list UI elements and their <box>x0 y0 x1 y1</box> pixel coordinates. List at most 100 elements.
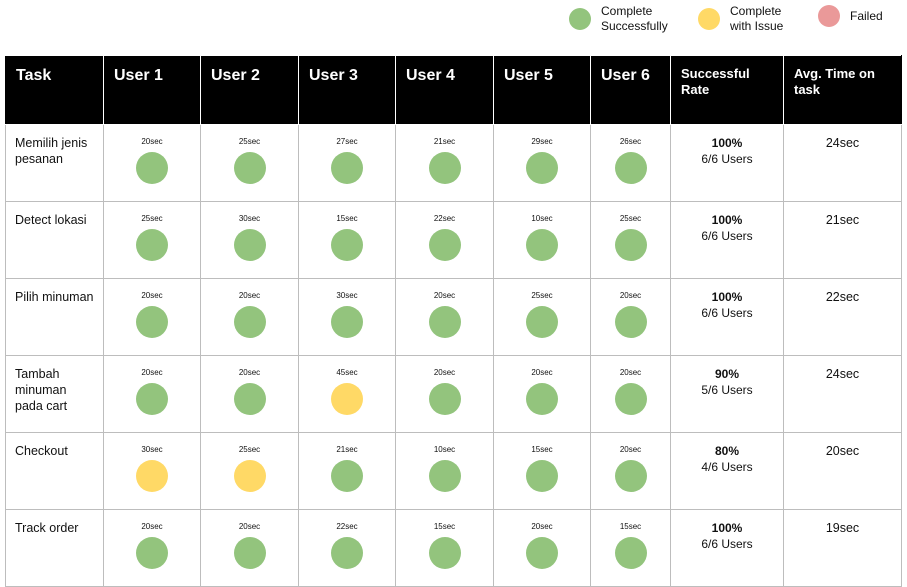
user-result-cell: 22sec <box>298 509 396 587</box>
task-name: Checkout <box>5 432 104 510</box>
status-success-dot-icon <box>331 152 363 184</box>
table-row: Detect lokasi 25sec 30sec 15sec 22sec 10sec 25… <box>5 201 902 279</box>
task-name: Tambah minuman pada cart <box>5 355 104 433</box>
status-success-dot-icon <box>614 537 647 569</box>
legend-success: Complete Successfully <box>569 4 668 34</box>
avg-time-cell: 24sec <box>783 355 902 433</box>
time-label: 30sec <box>336 291 358 300</box>
table-row: Track order 20sec 20sec 22sec 15sec 20sec 15se… <box>5 509 902 587</box>
time-label: 15sec <box>619 522 642 531</box>
header-successful-rate: Successful Rate <box>670 55 784 125</box>
time-label: 20sec <box>619 368 642 377</box>
success-rate-cell: 100% 6/6 Users <box>670 124 784 202</box>
success-rate-users: 6/6 Users <box>701 537 753 551</box>
success-rate-users: 6/6 Users <box>701 306 753 320</box>
user-result-cell: 20sec <box>103 124 201 202</box>
header-user-2: User 2 <box>200 55 299 125</box>
time-label: 22sec <box>433 214 456 223</box>
success-rate-users: 6/6 Users <box>701 229 753 243</box>
table-row: Pilih minuman 20sec 20sec 30sec 20sec 25sec 20… <box>5 278 902 356</box>
user-result-cell: 30sec <box>200 201 299 279</box>
status-success-dot-icon <box>136 383 168 415</box>
user-result-cell: 20sec <box>200 509 299 587</box>
time-label: 29sec <box>531 137 553 146</box>
user-result-cell: 30sec <box>298 278 396 356</box>
time-label: 26sec <box>619 137 642 146</box>
status-issue-dot-icon <box>331 383 363 415</box>
status-success-dot-icon <box>526 537 558 569</box>
status-success-dot-icon <box>428 460 461 492</box>
status-success-dot-icon <box>428 306 461 338</box>
usability-results-table: Task User 1 User 2 User 3 User 4 User 5 … <box>5 55 902 587</box>
time-label: 25sec <box>238 445 261 454</box>
user-result-cell: 25sec <box>590 201 671 279</box>
status-success-dot-icon <box>428 229 461 261</box>
status-success-dot-icon <box>428 537 461 569</box>
user-result-cell: 10sec <box>395 432 494 510</box>
legend: Complete Successfully Complete with Issu… <box>0 0 907 50</box>
legend-success-label: Complete Successfully <box>601 4 668 33</box>
table-row: Checkout 30sec 25sec 21sec 10sec 15sec 20sec 80… <box>5 432 902 510</box>
avg-time-cell: 24sec <box>783 124 902 202</box>
user-result-cell: 20sec <box>493 509 591 587</box>
time-label: 21sec <box>433 137 456 146</box>
status-success-dot-icon <box>233 306 266 338</box>
time-label: 25sec <box>619 214 642 223</box>
user-result-cell: 45sec <box>298 355 396 433</box>
user-result-cell: 22sec <box>395 201 494 279</box>
header-user-6: User 6 <box>590 55 671 125</box>
status-success-dot-icon <box>614 306 647 338</box>
status-success-dot-icon <box>233 229 266 261</box>
table-body: Memilih jenis pesanan 20sec 25sec 27sec 21se… <box>5 124 902 587</box>
user-result-cell: 20sec <box>395 278 494 356</box>
success-rate-percent: 100% <box>711 290 743 304</box>
status-success-dot-icon <box>233 383 266 415</box>
status-success-dot-icon <box>428 152 461 184</box>
user-result-cell: 15sec <box>493 432 591 510</box>
user-result-cell: 20sec <box>590 278 671 356</box>
status-success-dot-icon <box>526 460 558 492</box>
success-rate-users: 6/6 Users <box>701 152 753 166</box>
legend-success-dot-icon <box>569 8 591 30</box>
user-result-cell: 21sec <box>395 124 494 202</box>
legend-failed-dot-icon <box>818 5 840 27</box>
avg-time-cell: 20sec <box>783 432 902 510</box>
status-success-dot-icon <box>136 152 168 184</box>
user-result-cell: 25sec <box>103 201 201 279</box>
user-result-cell: 30sec <box>103 432 201 510</box>
time-label: 10sec <box>433 445 456 454</box>
time-label: 20sec <box>433 368 456 377</box>
status-issue-dot-icon <box>233 460 266 492</box>
table-row: Tambah minuman pada cart 20sec 20sec 45sec 2… <box>5 355 902 433</box>
user-result-cell: 15sec <box>395 509 494 587</box>
status-success-dot-icon <box>136 229 168 261</box>
time-label: 21sec <box>336 445 358 454</box>
user-result-cell: 20sec <box>590 432 671 510</box>
time-label: 20sec <box>619 291 642 300</box>
success-rate-cell: 90% 5/6 Users <box>670 355 784 433</box>
header-avg-time: Avg. Time on task <box>783 55 902 125</box>
time-label: 10sec <box>531 214 553 223</box>
legend-issue-label: Complete with Issue <box>730 4 784 33</box>
status-success-dot-icon <box>233 152 266 184</box>
user-result-cell: 27sec <box>298 124 396 202</box>
time-label: 20sec <box>238 291 261 300</box>
success-rate-cell: 100% 6/6 Users <box>670 278 784 356</box>
user-result-cell: 29sec <box>493 124 591 202</box>
user-result-cell: 26sec <box>590 124 671 202</box>
user-result-cell: 20sec <box>200 278 299 356</box>
legend-issue: Complete with Issue <box>698 4 783 34</box>
avg-time-cell: 19sec <box>783 509 902 587</box>
status-success-dot-icon <box>526 152 558 184</box>
user-result-cell: 25sec <box>200 124 299 202</box>
task-name: Memilih jenis pesanan <box>5 124 104 202</box>
status-success-dot-icon <box>526 229 558 261</box>
legend-issue-dot-icon <box>698 8 720 30</box>
user-result-cell: 20sec <box>103 355 201 433</box>
status-success-dot-icon <box>614 460 647 492</box>
header-user-5: User 5 <box>493 55 591 125</box>
status-success-dot-icon <box>526 383 558 415</box>
time-label: 15sec <box>531 445 553 454</box>
time-label: 20sec <box>238 522 261 531</box>
success-rate-percent: 80% <box>714 444 740 458</box>
